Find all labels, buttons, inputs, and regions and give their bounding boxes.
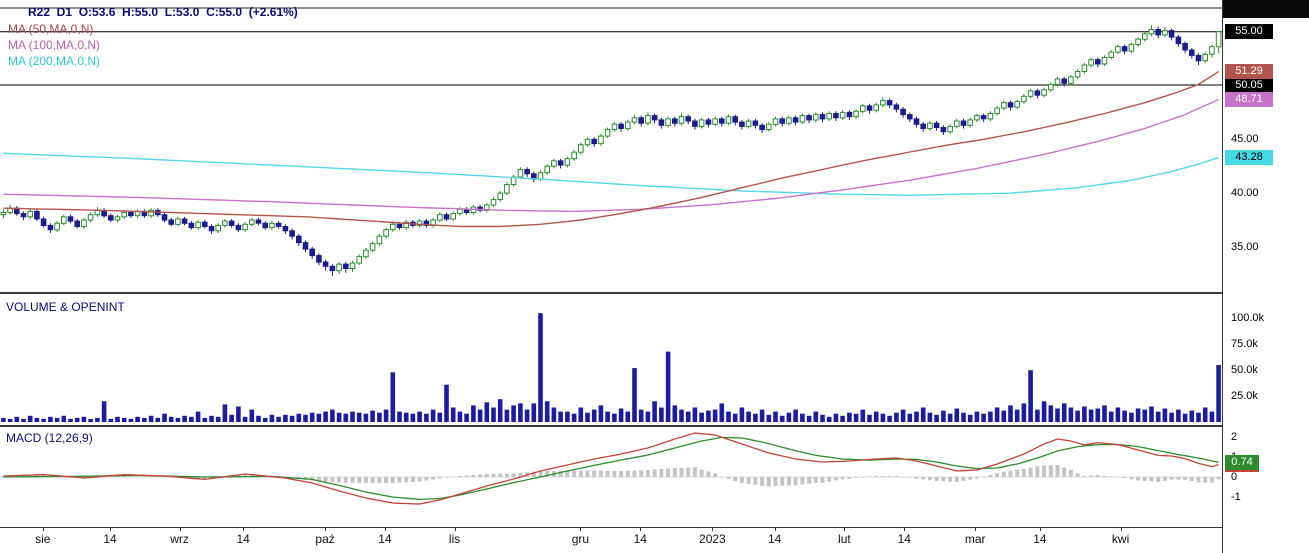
axis-value-tag: 0.74 [1225,454,1259,470]
axis-tick-label: 2 [1231,431,1238,443]
volume-chart-canvas[interactable] [0,296,1222,424]
axis-value-tag: 50.05 [1225,77,1273,93]
axis-tick-label: 35.00 [1231,240,1259,253]
time-tick-mark [844,527,846,531]
volume-macd-divider[interactable] [0,425,1309,427]
signal-line [3,436,1219,501]
time-axis[interactable]: sie 14 wrz 14 paź 14 lis gru 14 2023 14 lut 14 mar 14 k… [0,527,1222,553]
time-tick-label: kwi [1111,532,1130,546]
macd-line [3,432,1219,505]
time-tick-mark [580,527,582,531]
ma50-legend-label: MA (50,MA,0,N) [8,22,94,36]
time-tick-label: 14 [236,532,250,546]
macd-panel-title: MACD (12,26,9) [6,431,93,445]
time-tick-label: 14 [768,532,782,546]
volume-bars [1,313,1221,423]
time-tick-mark [1120,527,1122,531]
axis-tick-label: 0 [1231,471,1238,483]
time-tick-mark [640,527,642,531]
time-tick-label: 14 [897,532,911,546]
ma100-legend-label: MA (100,MA,0,N) [8,38,101,52]
ma200-legend-label: MA (200,MA,0,N) [8,54,101,68]
time-tick-label: lut [838,532,851,546]
ma50-line [3,70,1219,228]
axis-tick-label: 75.0k [1231,338,1258,351]
bottom-axis-border [0,527,1309,528]
axis-tick-label: 45.00 [1231,133,1259,146]
candles [0,25,1222,276]
time-tick-label: 14 [633,532,647,546]
axis-tick-label: 25.0k [1231,390,1258,403]
time-tick-mark [904,527,906,531]
macd-chart-canvas[interactable] [0,428,1222,527]
axis-tick-label: 40.00 [1231,187,1259,200]
axis-value-tag: 55.00 [1225,24,1273,40]
time-tick-mark [384,527,386,531]
time-tick-label: lis [448,532,461,546]
time-tick-mark [325,527,327,531]
time-tick-label: wrz [170,532,189,546]
horizontal-level-lines [0,31,1222,86]
time-tick-mark [454,527,456,531]
ma200-line [3,152,1219,197]
axis-value-tag: 51.29 [1225,64,1273,80]
price-chart-canvas[interactable] [0,0,1222,292]
time-tick-label: 2023 [699,532,726,546]
macd-histogram [1,465,1221,487]
time-tick-mark [110,527,111,531]
time-tick-mark [975,527,977,531]
time-tick-label: 14 [103,532,117,546]
symbol-ohlc-label: R22 D1 O:53.6 H:55.0 L:53.0 C:55.0 (+2.6… [28,5,298,19]
time-tick-mark [774,527,776,531]
time-tick-mark [243,527,245,531]
time-tick-label: 14 [1033,532,1047,546]
time-tick-label: gru [571,532,590,546]
time-tick-mark [1039,527,1041,531]
axis-tick-label: -1 [1231,491,1241,503]
axis-tick-label: 50.0k [1231,364,1258,377]
time-tick-label: paź [315,532,335,546]
price-volume-divider[interactable] [0,292,1309,294]
time-tick-mark [712,527,714,531]
time-tick-label: 14 [378,532,392,546]
ma100-line [3,98,1219,213]
axis-value-tag: 48.71 [1225,91,1273,107]
time-tick-mark [42,527,44,531]
volume-panel-title: VOLUME & OPENINT [6,300,125,314]
time-tick-label: mar [964,532,986,546]
axis-tick-label: 100.0k [1231,312,1265,325]
axis-corner-strip [1223,0,1309,18]
time-tick-label: sie [35,532,51,546]
value-axis[interactable]: 45.00 40.00 35.00 55.00 50.05 51.29 48.71 43.28… [1222,0,1309,553]
time-tick-mark [179,527,181,531]
axis-value-tag: 43.28 [1225,150,1273,166]
